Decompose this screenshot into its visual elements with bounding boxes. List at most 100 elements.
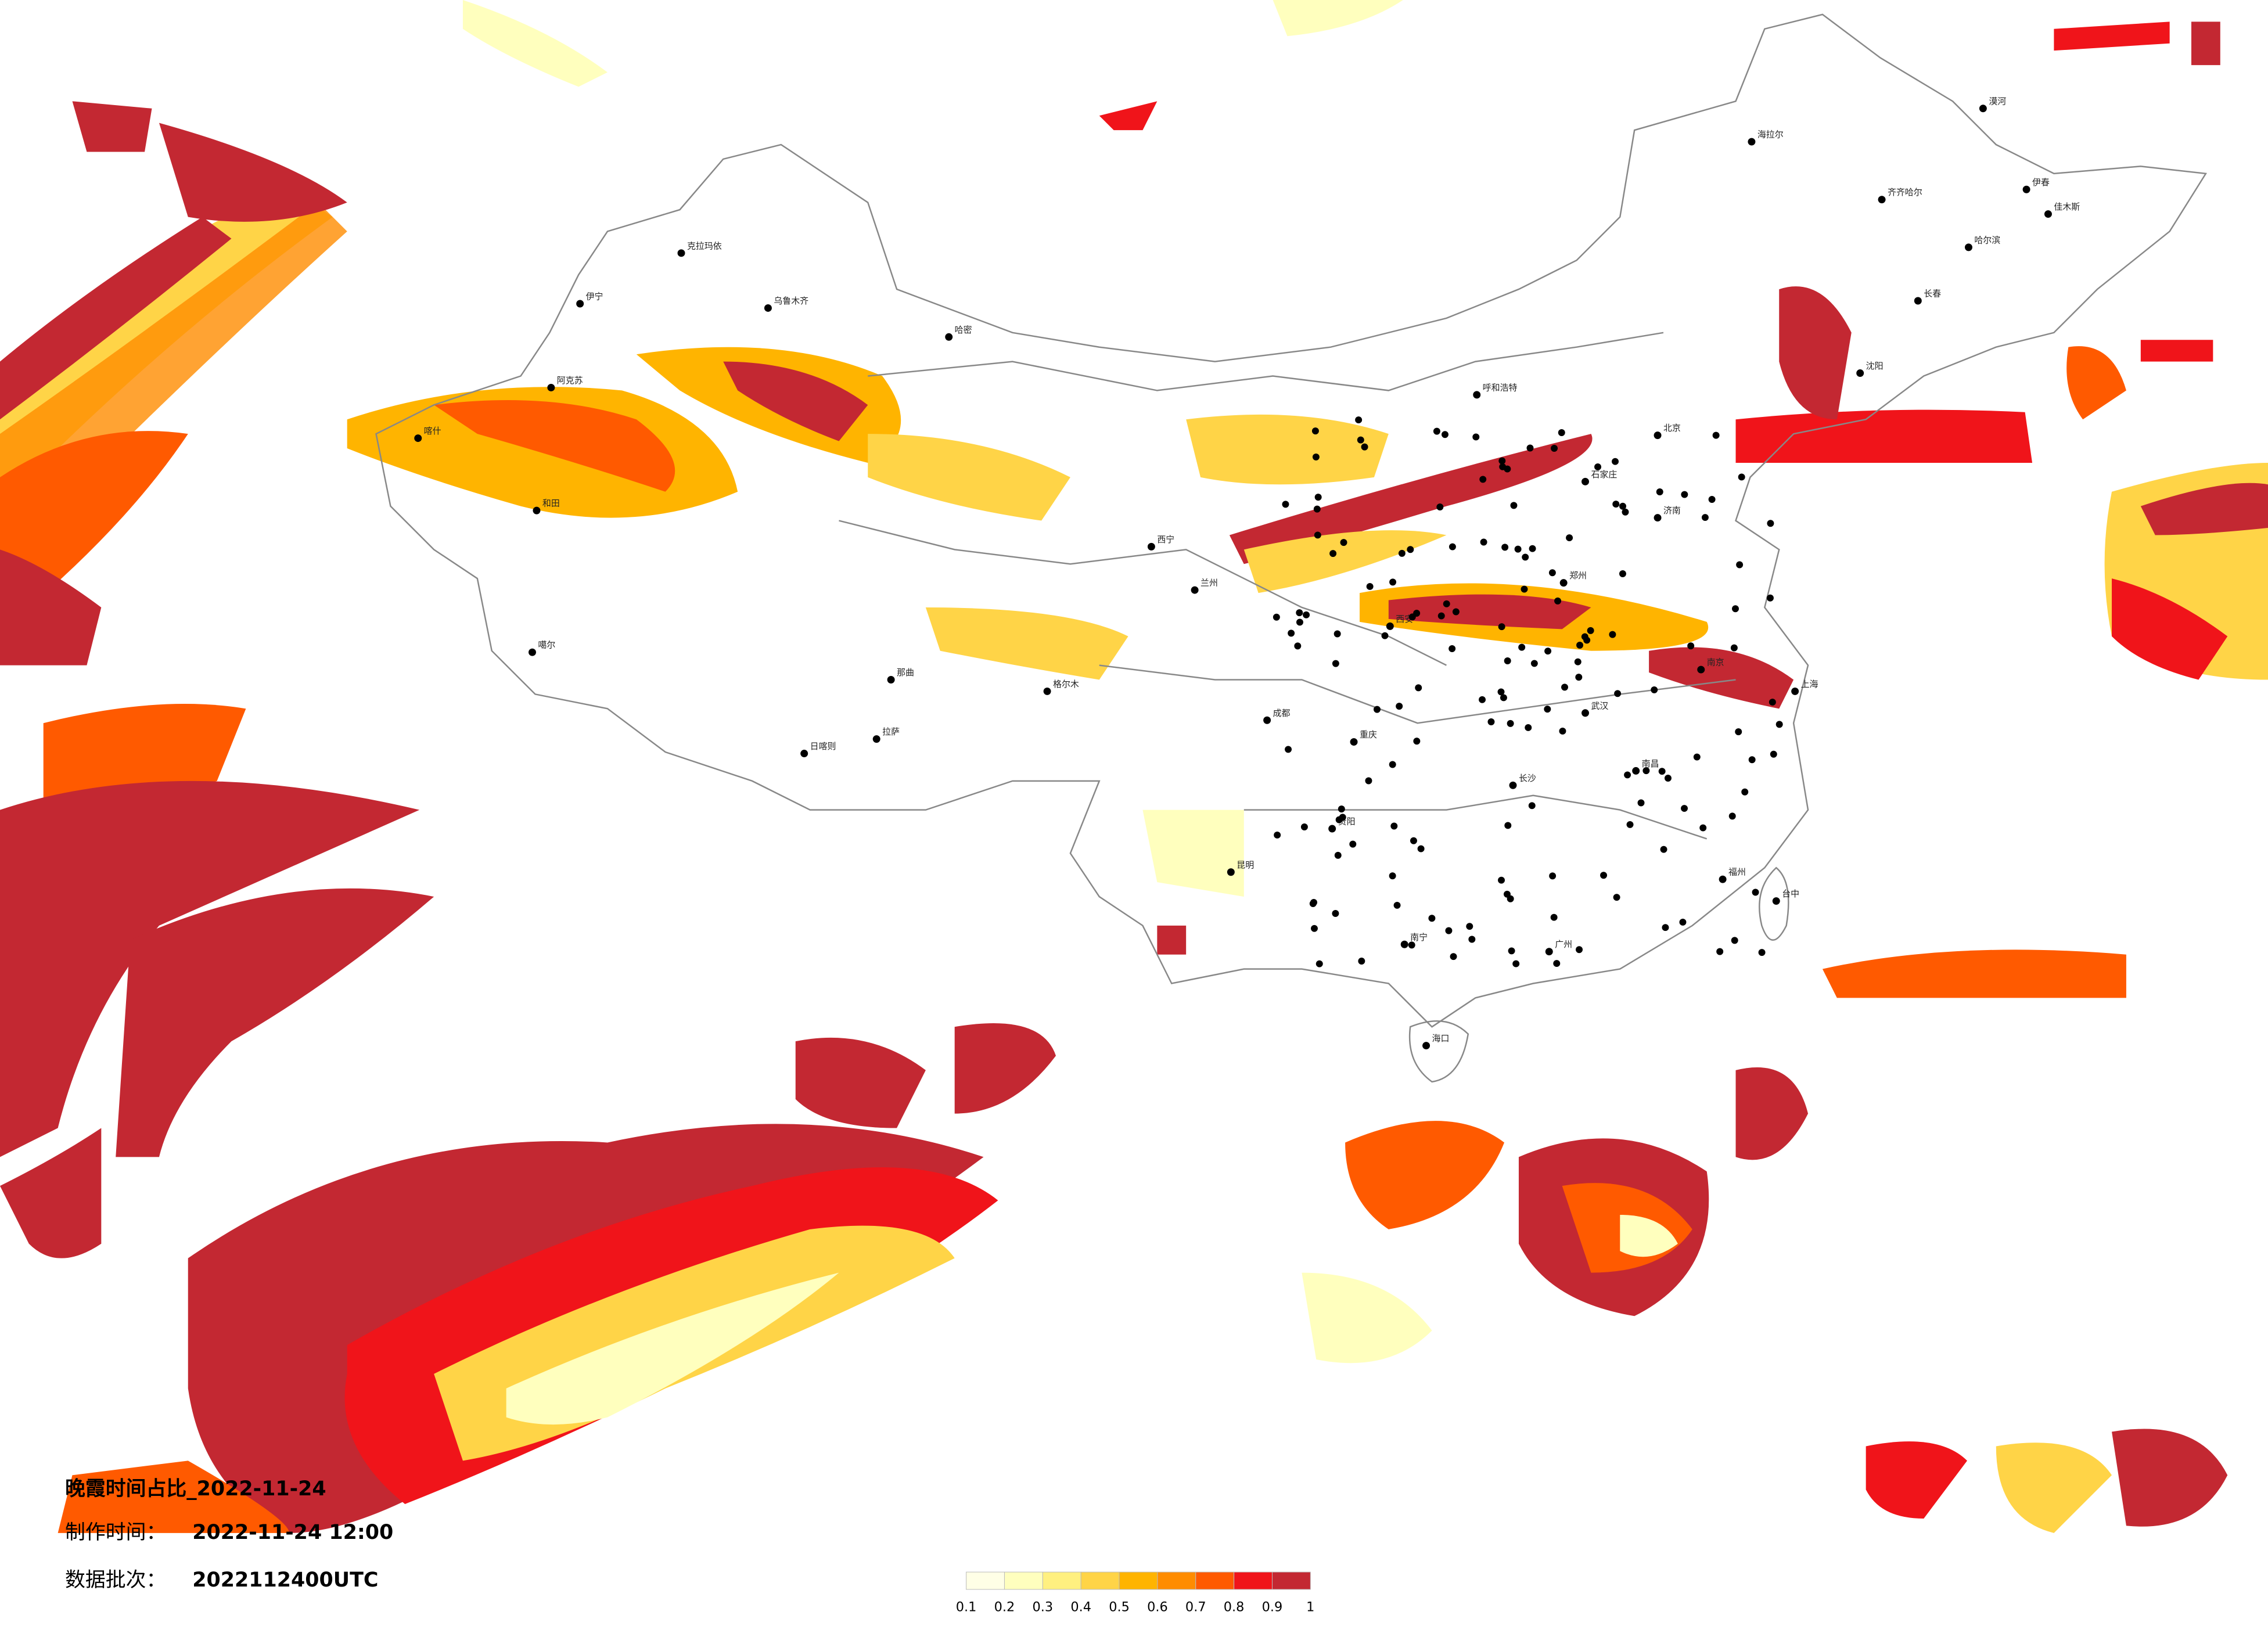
made-time: 2022-11-24 12:00 bbox=[192, 1521, 393, 1544]
city-label: 伊宁 bbox=[586, 292, 603, 302]
city-dot bbox=[1622, 508, 1629, 516]
city-label: 漠河 bbox=[1989, 96, 2006, 106]
city-dot bbox=[1732, 605, 1739, 613]
city-dot bbox=[1614, 690, 1622, 697]
city-dot bbox=[1770, 750, 1777, 758]
city-label: 海口 bbox=[1432, 1033, 1450, 1044]
city-dot bbox=[1561, 684, 1568, 691]
city-dot bbox=[1558, 429, 1565, 437]
city-dot bbox=[1147, 542, 1155, 551]
city-label: 广州 bbox=[1555, 939, 1572, 949]
city-dot bbox=[1398, 549, 1406, 557]
legend-swatch bbox=[1042, 1571, 1081, 1590]
city-dot bbox=[1288, 629, 1295, 637]
city-dot bbox=[1315, 960, 1323, 967]
city-dot bbox=[1508, 947, 1515, 955]
city-dot bbox=[1752, 888, 1759, 896]
city-dot bbox=[1687, 642, 1695, 650]
city-dot bbox=[1436, 503, 1444, 510]
city-dot bbox=[1600, 872, 1608, 879]
city-dot bbox=[1613, 894, 1620, 901]
city-dot bbox=[1575, 674, 1583, 681]
city-dot bbox=[1509, 781, 1517, 789]
city-label: 佳木斯 bbox=[2054, 202, 2080, 212]
city-dot bbox=[1448, 645, 1456, 652]
legend-tick-label: 0.5 bbox=[1109, 1599, 1130, 1614]
city-dot bbox=[529, 648, 536, 656]
city-dot bbox=[1334, 851, 1342, 859]
city-dot bbox=[1413, 738, 1421, 745]
city-dot bbox=[2022, 185, 2030, 193]
city-dot bbox=[1758, 949, 1766, 956]
legend-tick-label: 0.9 bbox=[1262, 1599, 1283, 1614]
city-dot bbox=[1878, 196, 1886, 204]
city-label: 福州 bbox=[1728, 867, 1746, 877]
city-dot bbox=[1504, 657, 1511, 664]
city-dot bbox=[1582, 477, 1589, 485]
city-dot bbox=[1428, 915, 1436, 922]
city-label: 伊春 bbox=[2032, 177, 2050, 188]
city-dot bbox=[1437, 612, 1445, 620]
legend-tick-label: 0.2 bbox=[994, 1599, 1015, 1614]
city-dot bbox=[1512, 960, 1520, 967]
city-label: 武汉 bbox=[1591, 700, 1608, 711]
city-dot bbox=[1719, 875, 1727, 883]
city-dot bbox=[1550, 913, 1558, 921]
city-dot bbox=[1407, 546, 1414, 553]
city-dot bbox=[1697, 665, 1705, 674]
city-dot bbox=[1443, 600, 1450, 607]
city-dot bbox=[1612, 458, 1619, 465]
city-dot bbox=[1300, 823, 1308, 830]
city-dot bbox=[1497, 688, 1505, 696]
city-dot bbox=[1654, 431, 1662, 440]
city-dot bbox=[1582, 709, 1589, 717]
city-label: 和田 bbox=[542, 498, 560, 509]
city-label: 北京 bbox=[1663, 423, 1681, 433]
city-dot bbox=[1355, 416, 1363, 424]
city-dot bbox=[1791, 687, 1799, 695]
city-dot bbox=[1654, 514, 1662, 522]
city-dot bbox=[1660, 846, 1667, 853]
city-dot bbox=[764, 304, 772, 312]
city-dot bbox=[533, 506, 541, 515]
city-dot bbox=[1554, 597, 1562, 605]
city-dot bbox=[1679, 918, 1687, 926]
city-dot bbox=[1043, 687, 1051, 695]
map-title: 晚霞时间占比_2022-11-24 bbox=[65, 1477, 326, 1501]
legend-swatch bbox=[1080, 1571, 1120, 1590]
city-dot bbox=[1741, 788, 1749, 796]
city-dot bbox=[1282, 501, 1289, 508]
city-label: 台中 bbox=[1782, 888, 1799, 899]
colorbar: 0.1 0.2 0.3 0.4 0.5 0.6 0.7 0.8 0.9 1 bbox=[956, 1571, 1314, 1614]
heat-field bbox=[0, 0, 2268, 1533]
city-dot bbox=[1728, 812, 1736, 820]
city-dot bbox=[1632, 767, 1640, 775]
city-label: 海拉尔 bbox=[1757, 129, 1784, 140]
city-dot bbox=[1332, 660, 1339, 667]
city-dot bbox=[1479, 696, 1486, 703]
city-dot bbox=[1587, 627, 1594, 634]
city-dot bbox=[1507, 720, 1514, 727]
city-label: 石家庄 bbox=[1591, 469, 1617, 480]
city-dot bbox=[1263, 716, 1271, 724]
city-dot bbox=[1576, 642, 1584, 649]
city-dot bbox=[1294, 642, 1302, 650]
city-dot bbox=[1626, 821, 1634, 828]
city-dot bbox=[1681, 491, 1688, 498]
boundary bbox=[375, 13, 2208, 1083]
city-dot bbox=[1500, 694, 1507, 702]
city-dot bbox=[1553, 960, 1561, 967]
city-dot bbox=[1712, 431, 1720, 439]
city-dot bbox=[1576, 946, 1583, 954]
city-dot bbox=[1473, 391, 1481, 399]
city-dot bbox=[1664, 775, 1672, 782]
city-dot bbox=[945, 333, 953, 341]
legend-swatch bbox=[1234, 1571, 1273, 1590]
city-dot bbox=[1594, 463, 1602, 470]
city-label: 郑州 bbox=[1569, 570, 1587, 581]
city-dot bbox=[1393, 901, 1401, 909]
city-label: 昆明 bbox=[1237, 859, 1254, 870]
legend-tick-label: 0.8 bbox=[1224, 1599, 1245, 1614]
city-dot bbox=[1338, 805, 1345, 813]
